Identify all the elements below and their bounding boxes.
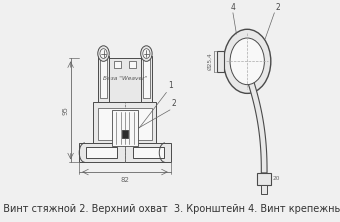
- Text: Ø25,4: Ø25,4: [208, 52, 213, 70]
- Circle shape: [143, 49, 150, 58]
- Text: 1: 1: [168, 81, 173, 91]
- Bar: [133, 147, 164, 159]
- Circle shape: [100, 49, 107, 58]
- Polygon shape: [244, 69, 267, 173]
- Text: 1. Винт стяжной 2. Верхний охват  3. Кронштейн 4. Винт крепежный: 1. Винт стяжной 2. Верхний охват 3. Крон…: [0, 204, 340, 214]
- Bar: [141, 56, 152, 102]
- Text: 20: 20: [273, 176, 280, 181]
- Bar: [100, 59, 107, 98]
- Bar: [112, 110, 138, 146]
- Bar: [122, 130, 128, 138]
- Text: 2: 2: [171, 99, 176, 108]
- Bar: [114, 61, 121, 68]
- Bar: [94, 102, 156, 143]
- Bar: [79, 143, 171, 162]
- Text: 95: 95: [63, 106, 68, 115]
- Bar: [217, 51, 224, 72]
- Bar: [98, 108, 152, 140]
- Bar: [257, 173, 271, 184]
- Bar: [261, 184, 267, 194]
- Text: База "Weaver": База "Weaver": [103, 76, 147, 81]
- Text: 4: 4: [231, 3, 235, 12]
- Bar: [86, 147, 117, 159]
- Circle shape: [224, 29, 271, 93]
- Circle shape: [98, 46, 109, 61]
- Bar: [99, 58, 151, 102]
- Circle shape: [230, 38, 265, 85]
- Circle shape: [141, 46, 152, 61]
- Bar: [143, 59, 150, 98]
- Text: 2: 2: [275, 3, 280, 12]
- Bar: [129, 61, 136, 68]
- Text: 82: 82: [120, 177, 130, 183]
- Bar: [98, 56, 109, 102]
